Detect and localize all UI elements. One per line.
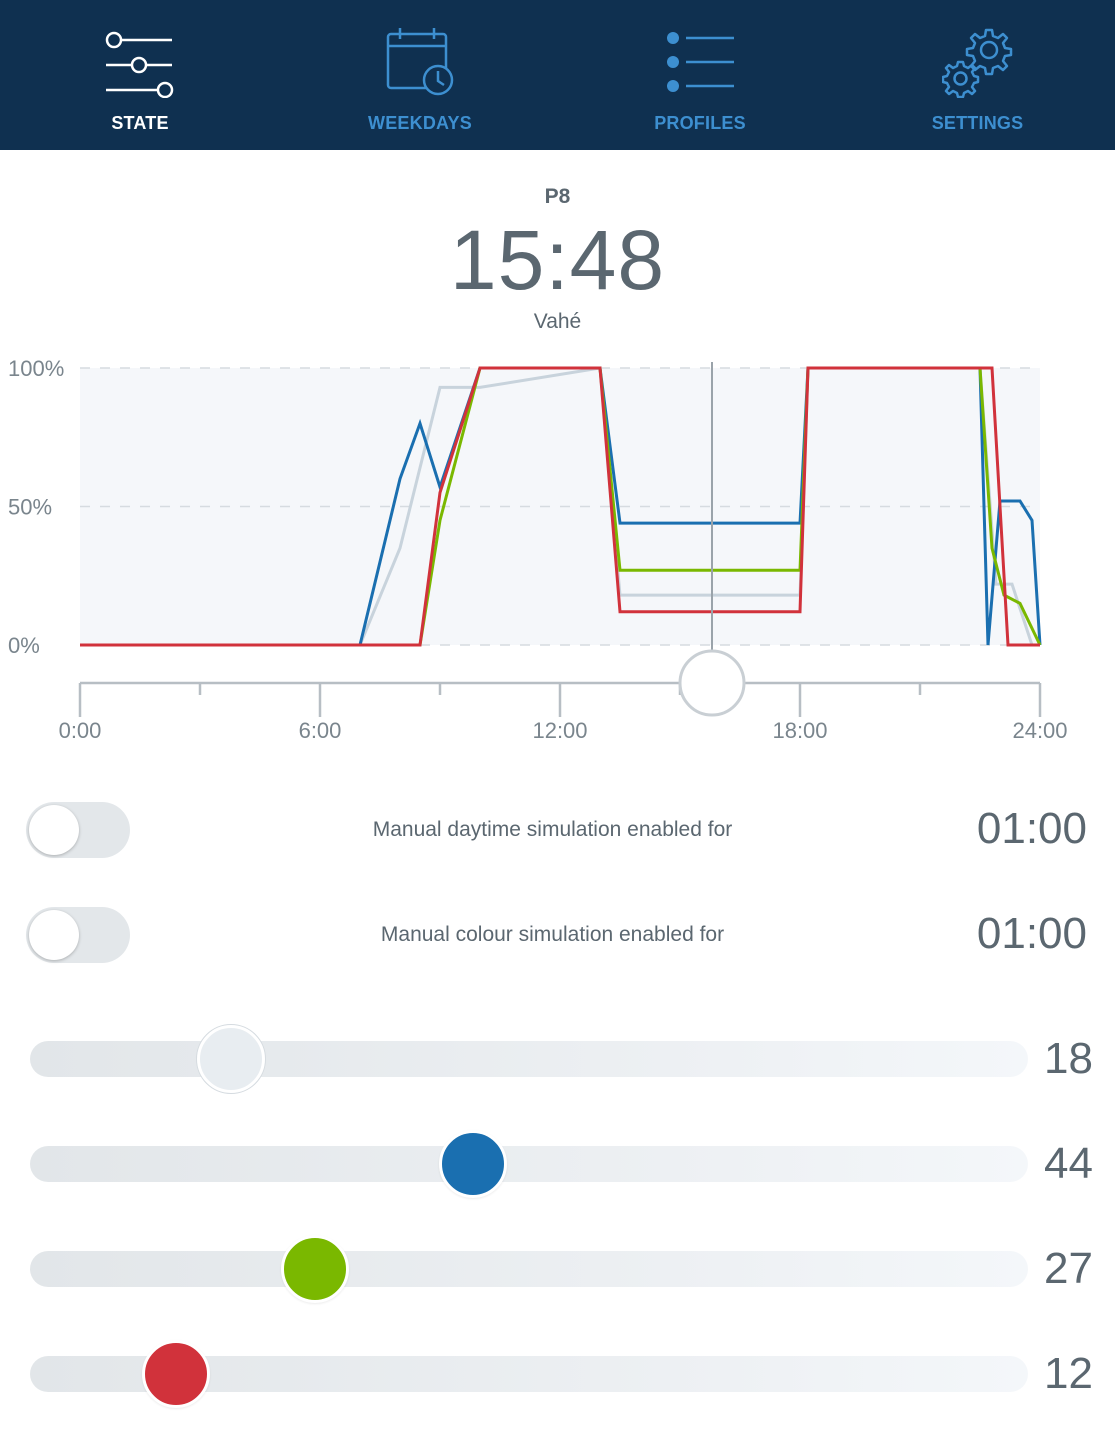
x-tick-label: 0:00: [59, 718, 102, 743]
blue-channel-slider[interactable]: [30, 1146, 1028, 1182]
red-channel-thumb[interactable]: [141, 1340, 210, 1408]
x-tick-label: 18:00: [772, 718, 827, 743]
light-profile-chart: 100% 50% 0% 0:00 6:00 12:00 18:00 24:00: [8, 356, 1068, 743]
colour-simulation-toggle[interactable]: [26, 907, 130, 963]
white-channel-thumb[interactable]: [197, 1025, 266, 1093]
current-time: 15:48: [449, 213, 666, 307]
y-tick-label: 100%: [8, 356, 64, 381]
tank-name: Vahé: [533, 310, 582, 333]
calendar-clock-icon: [386, 28, 454, 96]
toggle-knob: [29, 805, 79, 855]
white-channel-row: 18: [0, 1024, 1115, 1094]
list-icon: [667, 32, 734, 92]
tab-state-label: STATE: [111, 113, 169, 133]
sliders-icon: [105, 31, 174, 98]
tab-weekdays-label: WEEKDAYS: [368, 113, 472, 133]
tab-state[interactable]: STATE: [0, 0, 280, 150]
gears-icon: [941, 28, 1012, 98]
red-channel-row: 12: [0, 1339, 1115, 1409]
colour-simulation-row: Manual colour simulation enabled for 01:…: [0, 903, 1115, 967]
daytime-simulation-row: Manual daytime simulation enabled for 01…: [0, 798, 1115, 862]
tab-settings[interactable]: SETTINGS: [840, 0, 1115, 150]
green-channel-row: 27: [0, 1234, 1115, 1304]
green-channel-value: 27: [1044, 1244, 1093, 1293]
toggle-knob: [29, 910, 79, 960]
daytime-simulation-duration[interactable]: 01:00: [976, 804, 1087, 853]
blue-channel-value: 44: [1044, 1139, 1093, 1188]
white-channel-slider[interactable]: [30, 1041, 1028, 1077]
y-tick-label: 0%: [8, 633, 40, 658]
red-channel-value: 12: [1044, 1349, 1093, 1398]
blue-channel-thumb[interactable]: [439, 1130, 508, 1198]
blue-channel-row: 44: [0, 1129, 1115, 1199]
y-tick-label: 50%: [8, 495, 52, 520]
colour-simulation-duration[interactable]: 01:00: [976, 909, 1087, 958]
tab-profiles-label: PROFILES: [654, 113, 746, 133]
time-scrubber-handle[interactable]: [678, 649, 746, 717]
green-channel-thumb[interactable]: [281, 1235, 350, 1303]
white-channel-value: 18: [1044, 1034, 1093, 1083]
chart-x-axis: 0:00 6:00 12:00 18:00 24:00: [59, 681, 1068, 743]
profile-name: P8: [544, 185, 571, 208]
tab-weekdays[interactable]: WEEKDAYS: [280, 0, 560, 150]
daytime-simulation-label: Manual daytime simulation enabled for: [372, 818, 733, 841]
chart-y-axis: 100% 50% 0%: [8, 356, 64, 658]
colour-simulation-label: Manual colour simulation enabled for: [380, 923, 725, 946]
tab-profiles[interactable]: PROFILES: [560, 0, 840, 150]
x-tick-label: 12:00: [532, 718, 587, 743]
time-scrubber: [678, 362, 746, 717]
chart-series: [80, 366, 1042, 647]
top-navigation: STATE WEEKDAYS: [0, 0, 1115, 150]
daytime-simulation-toggle[interactable]: [26, 802, 130, 858]
chart-series-line: [80, 366, 1040, 647]
x-tick-label: 6:00: [299, 718, 342, 743]
green-channel-slider[interactable]: [30, 1251, 1028, 1287]
chart-series-line: [80, 366, 1042, 647]
tab-settings-label: SETTINGS: [931, 113, 1024, 133]
x-tick-label: 24:00: [1012, 718, 1067, 743]
